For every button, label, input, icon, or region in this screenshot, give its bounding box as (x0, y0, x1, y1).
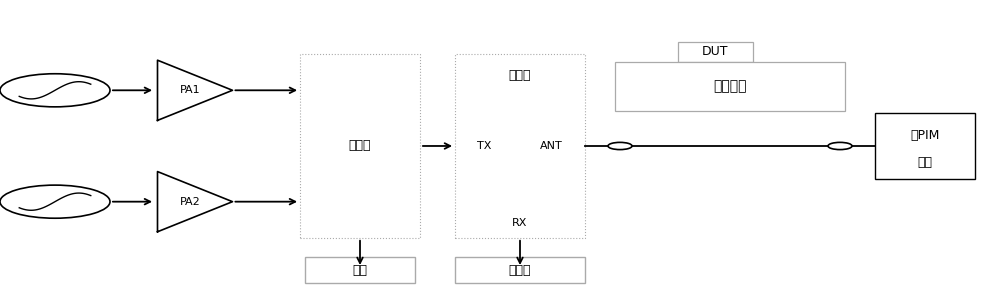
Bar (455, 257, 585, 283)
Circle shape (828, 142, 852, 150)
Circle shape (608, 142, 632, 150)
Text: PA2: PA2 (180, 197, 200, 207)
Text: DUT: DUT (702, 45, 728, 58)
Text: 低PIM: 低PIM (910, 129, 940, 142)
Bar (875, 113, 975, 179)
Bar (300, 54, 420, 238)
Text: 负载: 负载 (352, 264, 368, 277)
Bar (305, 257, 415, 283)
Bar (615, 62, 845, 111)
Text: 合路器: 合路器 (349, 139, 371, 153)
Text: TX: TX (477, 141, 491, 151)
Bar (455, 54, 585, 238)
Text: PA1: PA1 (180, 85, 200, 95)
Text: 双工器: 双工器 (509, 69, 531, 82)
Text: ANT: ANT (540, 141, 563, 151)
Text: 接收机: 接收机 (509, 264, 531, 277)
Text: 缝隙波导: 缝隙波导 (713, 79, 747, 94)
Text: RX: RX (512, 218, 528, 228)
Text: 负载: 负载 (918, 156, 932, 169)
Bar (678, 42, 753, 62)
